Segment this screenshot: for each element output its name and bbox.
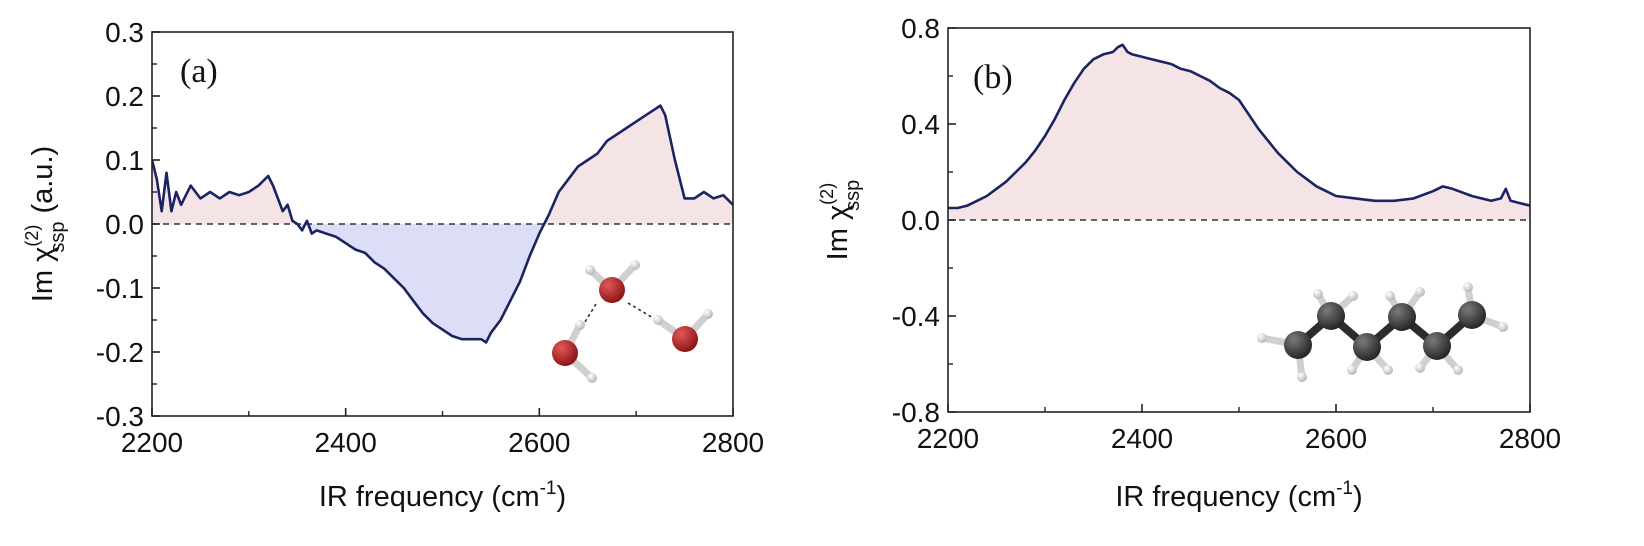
- hydrogen-atom: [703, 309, 713, 319]
- water-molecules-inset: [552, 260, 713, 383]
- hydrogen-atom: [1453, 365, 1463, 375]
- chart-panel-b: 2200 2400 2600 2800 -0.8 -0.4 0.0 0.4 0.8 (b) IR f…: [817, 13, 1561, 513]
- carbon-atom: [1353, 333, 1381, 361]
- hydrogen-atom: [585, 265, 595, 275]
- positive-area-fill: [152, 105, 733, 224]
- carbon-atom: [1317, 302, 1345, 330]
- hydrogen-atom: [1313, 289, 1323, 299]
- hydrogen-atom: [653, 315, 663, 325]
- hydrogen-atom: [1385, 291, 1395, 301]
- y-tick-label: -0.8: [892, 397, 940, 428]
- hydrogen-atom: [1297, 372, 1307, 382]
- hydrogen-atom: [575, 320, 585, 330]
- x-tick-label: 2800: [1499, 423, 1561, 454]
- x-tick-label: 2800: [702, 427, 764, 458]
- x-axis-label: IR frequency (cm-1): [1115, 478, 1362, 513]
- oxygen-atom: [672, 326, 698, 352]
- x-tick-label: 2200: [121, 427, 183, 458]
- x-tick-label: 2400: [1111, 423, 1173, 454]
- hydrogen-atom: [587, 373, 597, 383]
- oxygen-atom: [599, 277, 625, 303]
- series-line: [152, 104, 733, 344]
- alkane-chain-inset: [1257, 282, 1508, 382]
- hydrogen-atom: [630, 260, 640, 270]
- y-tick-label: 0.4: [901, 109, 940, 140]
- x-axis-label: IR frequency (cm-1): [319, 478, 566, 513]
- x-tick-label: 2600: [508, 427, 570, 458]
- x-tick-label: 2600: [1305, 423, 1367, 454]
- y-tick-label: -0.1: [96, 273, 144, 304]
- y-axis-label: Im χ(2) ssp(a.u.): [22, 146, 69, 302]
- x-tick-label: 2200: [917, 423, 979, 454]
- hydrogen-atom: [1463, 282, 1473, 292]
- carbon-atom: [1284, 331, 1312, 359]
- hydrogen-atom: [1415, 287, 1425, 297]
- hydrogen-atom: [1498, 322, 1508, 332]
- y-axis-label: Im χ(2) ssp: [817, 180, 864, 261]
- x-tick-label: 2400: [315, 427, 377, 458]
- hydrogen-atom: [1348, 291, 1358, 301]
- y-tick-label: -0.2: [96, 337, 144, 368]
- carbon-atom: [1458, 301, 1486, 329]
- hydrogen-atom: [1383, 365, 1393, 375]
- hydrogen-atom: [1257, 333, 1267, 343]
- carbon-atom: [1423, 332, 1451, 360]
- hydrogen-atom: [1415, 363, 1425, 373]
- panel-label: (b): [973, 59, 1013, 96]
- positive-area-fill: [948, 44, 1530, 220]
- carbon-atom: [1388, 303, 1416, 331]
- y-tick-label: -0.4: [892, 301, 940, 332]
- y-tick-label: 0.2: [105, 81, 144, 112]
- y-tick-label: 0.3: [105, 17, 144, 48]
- y-tick-label: 0.8: [901, 13, 940, 44]
- series-line: [948, 43, 1530, 210]
- y-tick-label: 0.0: [105, 209, 144, 240]
- y-tick-label: -0.3: [96, 401, 144, 432]
- y-tick-label: 0.1: [105, 145, 144, 176]
- y-tick-label: 0.0: [901, 205, 940, 236]
- hydrogen-atom: [1347, 365, 1357, 375]
- negative-area-fill: [152, 224, 733, 343]
- oxygen-atom: [552, 340, 578, 366]
- chart-panel-a: 2200 2400 2600 2800 -0.3 -0.2 -0.1 0.0 0.1 0.2 0.3…: [22, 17, 764, 513]
- panel-label: (a): [180, 53, 218, 90]
